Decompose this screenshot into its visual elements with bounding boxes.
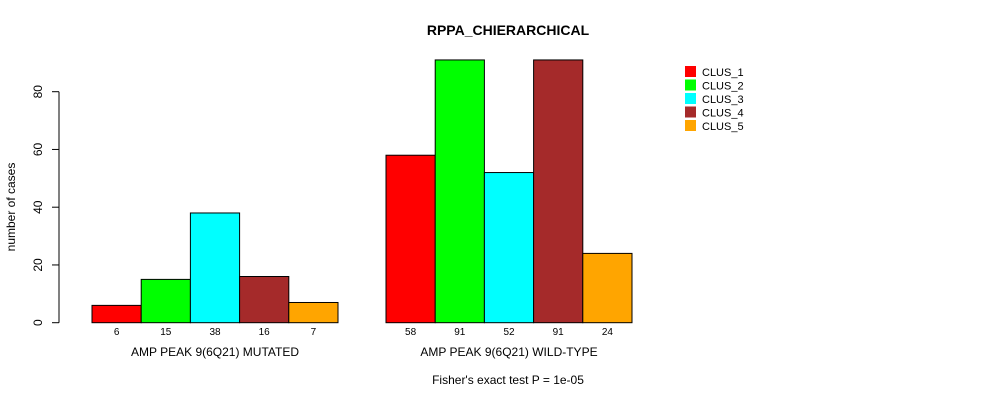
legend-label: CLUS_1 bbox=[702, 67, 744, 79]
y-tick-label: 20 bbox=[31, 258, 45, 272]
y-tick-label: 40 bbox=[31, 200, 45, 214]
bar-clus_3 bbox=[189, 212, 241, 324]
bar-clus_5 bbox=[582, 252, 633, 324]
bar-clus_1 bbox=[385, 154, 436, 324]
y-tick-label: 60 bbox=[31, 142, 45, 156]
legend-swatch bbox=[685, 66, 696, 77]
bar-value-label: 38 bbox=[209, 327, 221, 338]
x-axis-label: Fisher's exact test P = 1e-05 bbox=[432, 373, 584, 387]
bar-value-label: 7 bbox=[311, 327, 317, 338]
bar-clus_4 bbox=[533, 59, 584, 324]
bar-clus_1 bbox=[91, 304, 142, 324]
y-tick-label: 0 bbox=[31, 319, 45, 326]
legend-swatch bbox=[685, 93, 696, 104]
bar-clus_2 bbox=[140, 278, 191, 324]
bar-value-label: 24 bbox=[602, 327, 614, 338]
legend-label: CLUS_3 bbox=[702, 94, 744, 106]
bar-value-label: 58 bbox=[405, 327, 417, 338]
bar-value-label: 15 bbox=[160, 327, 172, 338]
category-label: AMP PEAK 9(6Q21) MUTATED bbox=[131, 345, 299, 359]
bar-value-label: 52 bbox=[503, 327, 515, 338]
bar-clus_4 bbox=[239, 276, 290, 324]
y-axis-label: number of cases bbox=[4, 163, 18, 252]
bar-clus_2 bbox=[434, 59, 485, 324]
bar-clus_3 bbox=[483, 172, 535, 324]
bar-value-label: 91 bbox=[553, 327, 565, 338]
bar-value-label: 6 bbox=[114, 327, 120, 338]
legend-label: CLUS_4 bbox=[702, 108, 744, 120]
bar-value-label: 16 bbox=[259, 327, 271, 338]
chart-title: RPPA_CHIERARCHICAL bbox=[427, 22, 590, 38]
legend-label: CLUS_5 bbox=[702, 121, 744, 133]
legend-swatch bbox=[685, 120, 696, 131]
y-tick-label: 80 bbox=[31, 85, 45, 99]
bar-clus_5 bbox=[288, 301, 339, 324]
category-label: AMP PEAK 9(6Q21) WILD-TYPE bbox=[420, 345, 597, 359]
legend-swatch bbox=[685, 79, 696, 91]
legend-swatch bbox=[685, 106, 696, 118]
legend-label: CLUS_2 bbox=[702, 81, 744, 93]
bar-value-label: 91 bbox=[454, 327, 466, 338]
